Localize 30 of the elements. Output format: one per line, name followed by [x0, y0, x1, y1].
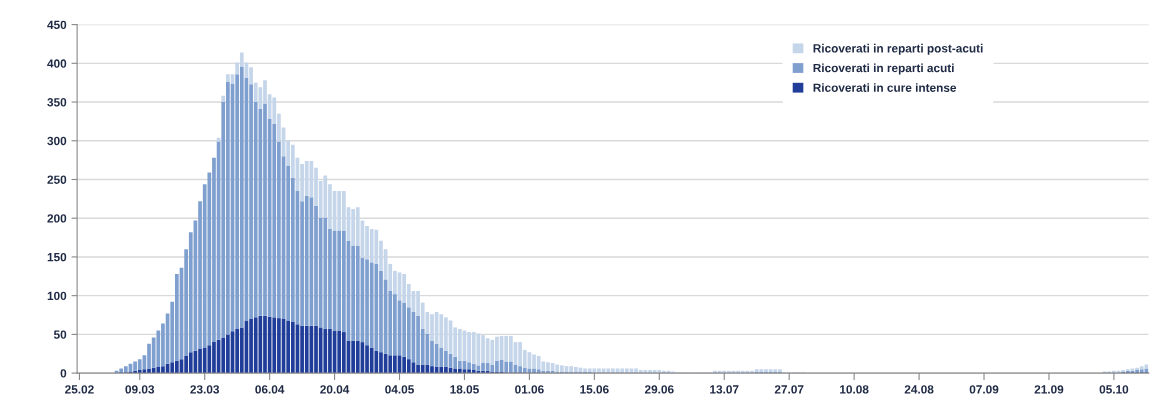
x-tick-label: 09.03 [125, 385, 155, 394]
x-tick-label: 24.08 [904, 385, 934, 394]
x-tick-label: 10.08 [840, 385, 869, 394]
x-tick-label: 29.06 [644, 385, 674, 394]
y-tick-label: 150 [47, 252, 67, 262]
legend-label: Ricoverati in reparti post-acuti [813, 43, 983, 55]
x-tick-label: 15.06 [580, 385, 609, 394]
x-tick-label: 20.04 [320, 385, 350, 394]
x-tick-label: 01.06 [515, 385, 544, 394]
x-tick-label: 06.04 [255, 385, 285, 394]
y-tick-label: 0 [60, 369, 67, 378]
x-tick-label: 27.07 [774, 385, 804, 394]
y-tick-label: 400 [47, 59, 67, 68]
y-tick-label: 200 [47, 214, 67, 223]
x-tick-label: 25.02 [65, 385, 94, 394]
x-tick-label: 18.05 [450, 385, 479, 394]
legend-label: Ricoverati in reparti acuti [813, 63, 954, 75]
y-tick-label: 50 [53, 330, 67, 339]
legend-label: Ricoverati in cure intense [813, 83, 957, 92]
y-tick-label: 450 [47, 20, 67, 29]
x-tick-label: 13.07 [710, 385, 739, 394]
y-tick-label: 300 [47, 136, 67, 146]
x-tick-label: 23.03 [190, 385, 220, 394]
x-tick-label: 07.09 [969, 385, 999, 394]
x-tick-label: 05.10 [1099, 385, 1129, 394]
y-tick-label: 350 [47, 98, 67, 107]
x-tick-label: 21.09 [1034, 385, 1064, 394]
x-tick-label: 04.05 [385, 385, 414, 394]
y-tick-label: 250 [47, 175, 67, 184]
y-tick-label: 100 [47, 291, 67, 301]
